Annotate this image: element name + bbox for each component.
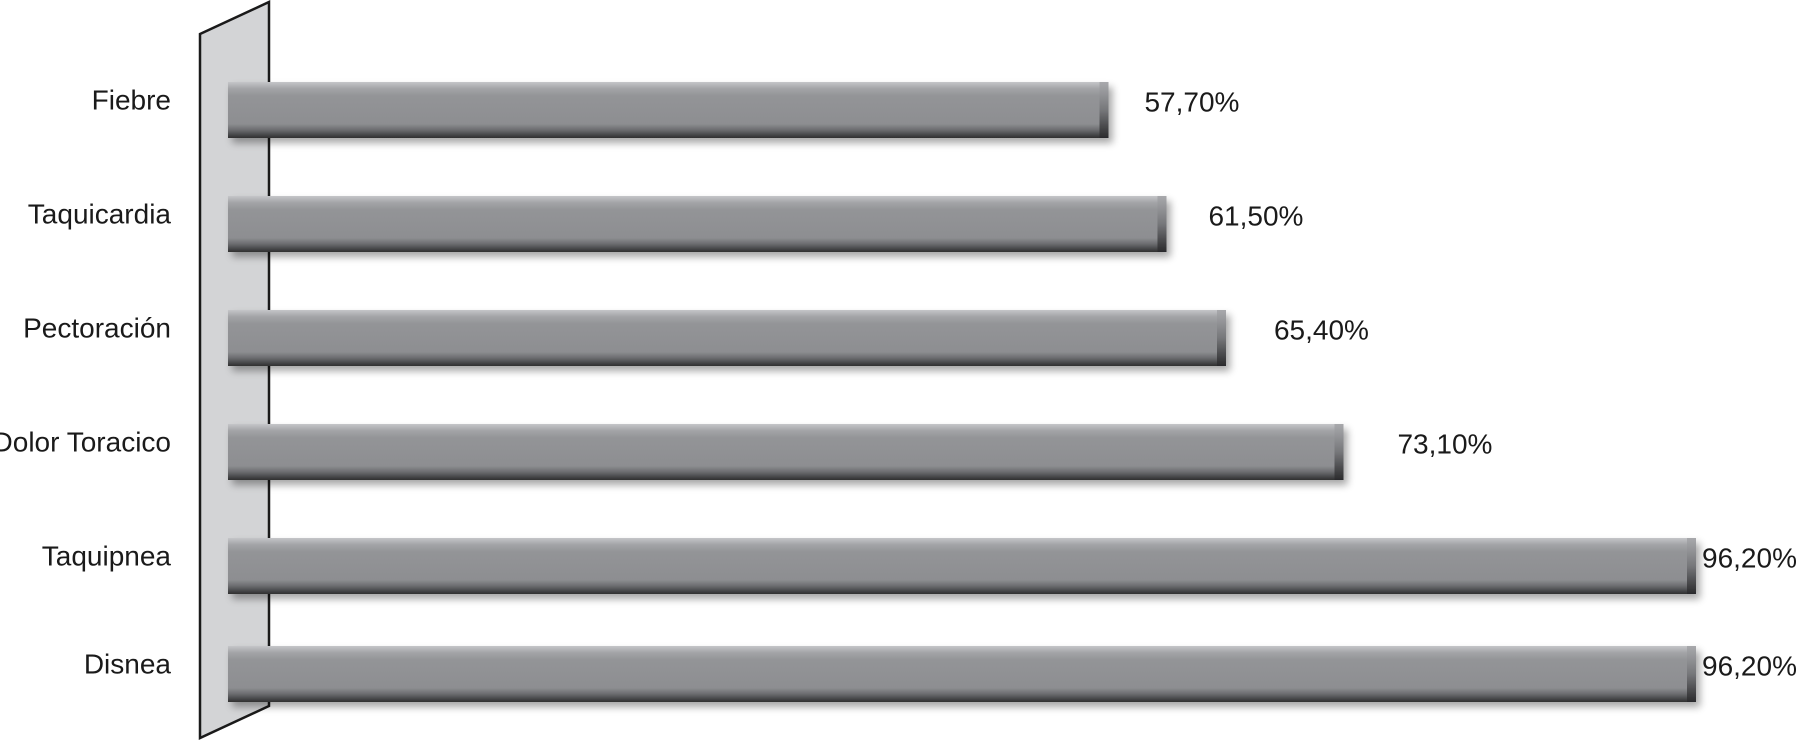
category-label: Pectoración — [23, 312, 171, 343]
bar — [228, 538, 1696, 594]
bar-end-cap — [1687, 646, 1696, 702]
bar — [228, 310, 1226, 366]
bar — [228, 196, 1167, 252]
bar-body — [228, 646, 1696, 702]
bar-body — [228, 424, 1344, 480]
value-label: 61,50% — [1208, 200, 1303, 231]
category-label: Taquicardia — [28, 198, 172, 229]
bar-end-cap — [1334, 424, 1344, 480]
value-label: 73,10% — [1397, 428, 1492, 459]
bar-body — [228, 82, 1109, 138]
value-label: 65,40% — [1274, 314, 1369, 345]
bar-end-cap — [1099, 82, 1109, 138]
bar-end-cap — [1687, 538, 1696, 594]
bar-body — [228, 538, 1696, 594]
category-label: Taquipnea — [42, 540, 172, 571]
bar — [228, 646, 1696, 702]
bar — [228, 424, 1344, 480]
bar-end-cap — [1216, 310, 1226, 366]
bar-body — [228, 310, 1226, 366]
category-label: Dolor Toracico — [0, 426, 171, 457]
bar — [228, 82, 1109, 138]
category-label: Disnea — [84, 648, 172, 679]
category-label: Fiebre — [92, 84, 171, 115]
bar-body — [228, 196, 1167, 252]
value-label: 96,20% — [1702, 650, 1797, 681]
value-label: 96,20% — [1702, 542, 1797, 573]
value-label: 57,70% — [1144, 86, 1239, 117]
bar-end-cap — [1157, 196, 1167, 252]
